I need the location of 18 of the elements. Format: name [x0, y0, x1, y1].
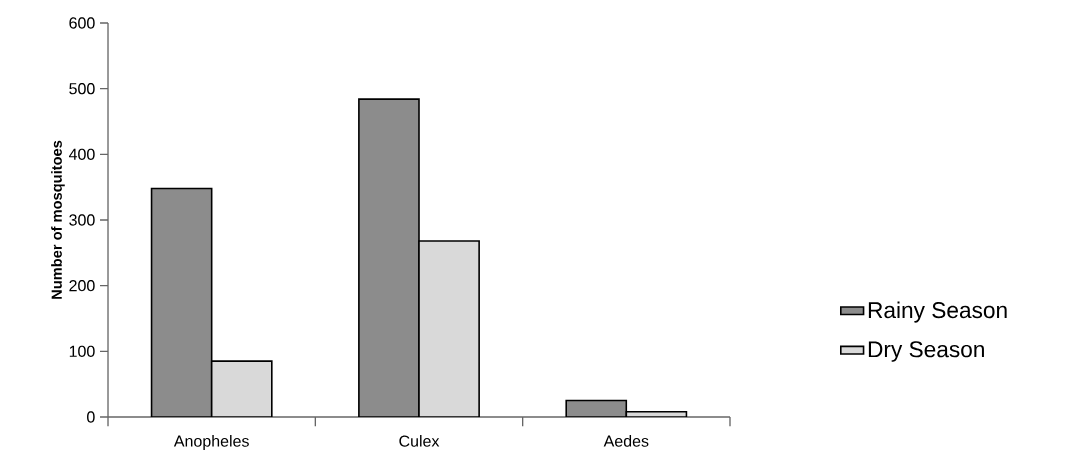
- y-axis-title: Number of mosquitoes: [51, 140, 65, 299]
- x-tick-label: Anopheles: [173, 435, 249, 450]
- y-tick-label: 300: [69, 214, 95, 226]
- bar: [565, 399, 628, 417]
- legend-label: Dry Season: [868, 341, 984, 362]
- bar: [418, 240, 480, 417]
- y-tick-label: 600: [69, 17, 95, 29]
- y-tick-label: 100: [69, 345, 95, 357]
- y-tick-label: 500: [69, 83, 95, 95]
- legend-label: Rainy Season: [868, 301, 1007, 323]
- x-tick-label: Aedes: [603, 435, 649, 447]
- x-tick-label: Culex: [399, 435, 440, 447]
- y-tick-label: 200: [69, 280, 95, 292]
- y-tick-label: 400: [68, 148, 95, 160]
- bar: [358, 98, 420, 417]
- y-tick-label: 0: [87, 411, 95, 423]
- bar: [150, 187, 213, 417]
- bar: [210, 360, 273, 417]
